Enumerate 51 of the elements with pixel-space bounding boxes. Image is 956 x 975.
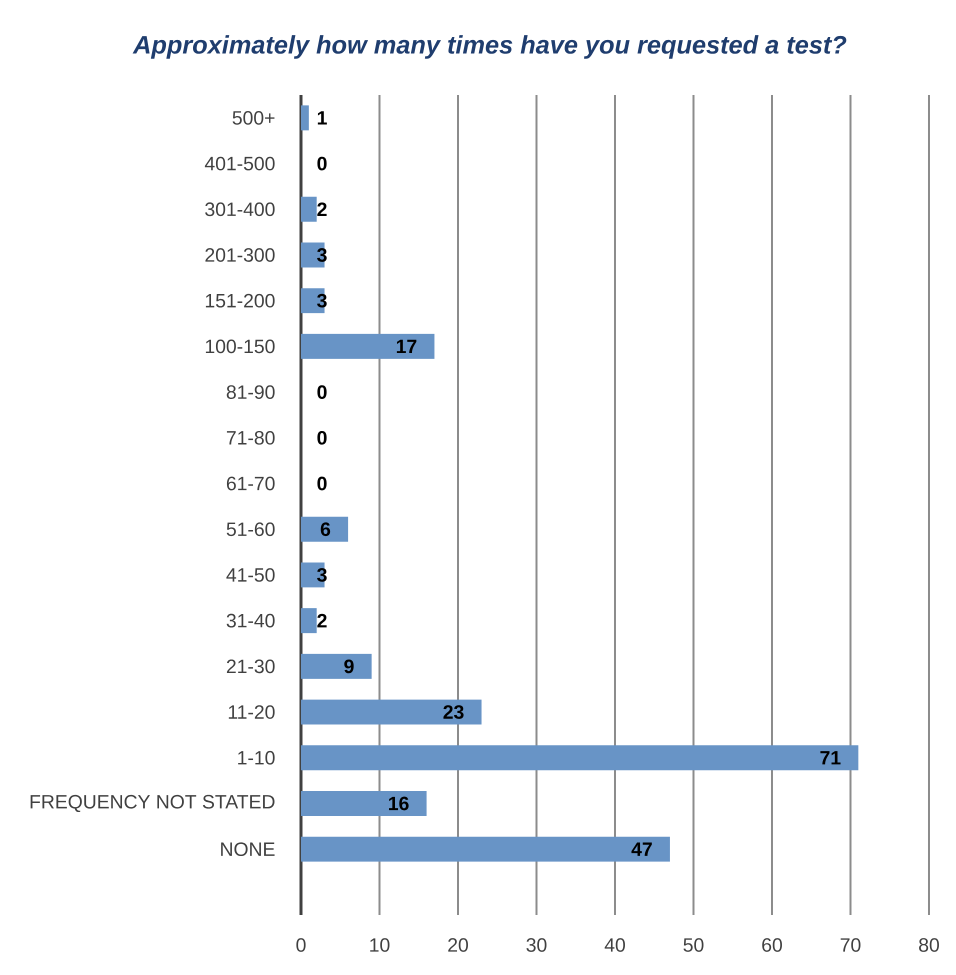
bar [300,516,348,542]
y-tick-label: 21-30 [226,660,275,674]
bar [300,105,309,130]
bar [300,608,317,634]
y-tick-label: 31-40 [226,614,275,628]
bar [300,334,434,359]
bar [300,196,317,222]
chart-title: Approximately how many times have you requested a test? [132,35,846,59]
data-label: 0 [317,156,327,170]
data-label: 47 [631,842,652,856]
x-tick-label: 40 [604,938,625,952]
data-label: 0 [317,385,327,399]
data-label: 0 [317,476,327,490]
y-tick-label: 201-300 [205,248,275,262]
y-tick-label: 51-60 [226,522,275,536]
y-tick-label: 401-500 [204,156,275,170]
data-label: 16 [389,796,409,810]
data-label: 6 [320,522,330,536]
data-label: 17 [396,340,416,354]
x-tick-label: 50 [684,938,704,952]
y-tick-label: FREQUENCY NOT STATED [30,794,274,812]
bar [300,700,482,725]
x-tick-label: 60 [762,938,782,952]
y-tick-label: 151-200 [206,294,275,308]
y-tick-label: 301-400 [205,202,275,216]
x-tick-label: 20 [448,938,468,952]
y-tick-label: NONE [221,842,275,856]
data-label: 2 [317,202,327,216]
bar [300,654,372,679]
y-tick-label: 1-10 [238,750,275,765]
y-tick-label: 81-90 [226,385,275,399]
data-label: 0 [317,430,327,445]
x-tick-label: 30 [526,938,546,952]
y-tick-label: 71-80 [226,430,275,445]
y-tick-label: 100-150 [206,340,275,354]
y-tick-label: 11-20 [228,705,275,719]
y-tick-label: 61-70 [226,476,275,490]
x-tick-label: 80 [919,938,939,952]
data-label: 1 [318,111,327,125]
data-label: 2 [317,614,327,628]
x-tick-label: 10 [370,938,390,952]
x-tick-label: 70 [840,938,860,952]
y-tick-label: 500+ [232,111,274,125]
bar [300,745,858,770]
data-label: 9 [344,660,354,674]
bar [300,836,670,862]
data-label: 23 [443,705,464,719]
x-tick-label: 0 [296,938,306,952]
y-tick-label: 41-50 [226,568,275,582]
bar [300,790,427,816]
data-label: 71 [820,751,841,764]
